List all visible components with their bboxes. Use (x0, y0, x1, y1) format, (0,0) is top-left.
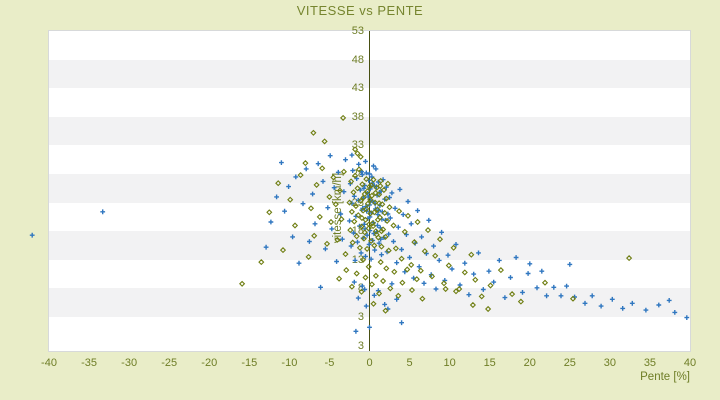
x-tick-label: -25 (161, 357, 178, 369)
x-tick-label: -35 (81, 357, 98, 369)
x-tick-label: 40 (683, 357, 697, 369)
plot-area (29, 30, 691, 352)
x-tick-label: 5 (406, 357, 413, 369)
series-olive-diamonds (239, 114, 633, 314)
y-tick-label: 3 (357, 340, 364, 352)
series-blue-crosses (29, 152, 690, 334)
x-tick-label: 15 (483, 357, 496, 369)
x-tick-label: 0 (366, 357, 373, 369)
y-tick-label: 33 (351, 139, 364, 152)
x-tick-label: 10 (443, 357, 456, 369)
x-tick-label: -20 (201, 357, 218, 369)
x-tick-label: -30 (121, 357, 138, 369)
y-tick-label: 38 (351, 110, 364, 123)
y-tick-label: 3 (357, 311, 364, 323)
chart-title: VITESSE vs PENTE (296, 3, 424, 18)
scatter-points-layer (29, 114, 690, 334)
x-tick-label: -15 (241, 357, 258, 369)
x-tick-label: 30 (603, 357, 616, 369)
x-axis-title: Pente [%] (640, 371, 690, 383)
y-tick-label: 48 (351, 53, 364, 66)
x-tick-label: -40 (41, 357, 57, 369)
y-tick-label: 43 (351, 82, 364, 95)
x-tick-label: 20 (523, 357, 536, 369)
x-tick-label: -5 (324, 357, 335, 369)
x-tick-label: 25 (563, 357, 576, 369)
x-tick-label: 35 (643, 357, 657, 369)
y-tick-label: 8 (357, 282, 364, 295)
y-tick-label: 53 (351, 25, 364, 37)
x-tick-label: -10 (281, 357, 298, 369)
